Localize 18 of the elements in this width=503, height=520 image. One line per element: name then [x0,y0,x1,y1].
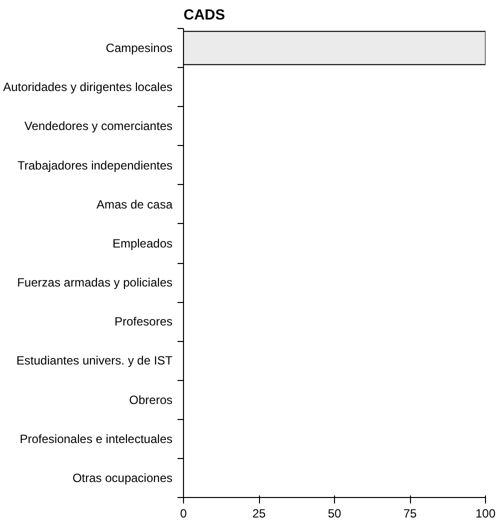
y-tick-label: Obreros [129,392,173,407]
y-tick-label: Campesinos [106,41,173,56]
chart-title: CADS [184,8,226,24]
x-tick-label: 75 [403,506,417,520]
y-tick-label: Estudiantes univers. y de IST [16,354,174,368]
y-tick-label: Trabajadores independientes [18,158,172,172]
x-tick-label: 100 [475,506,496,520]
y-tick-label: Vendedores y comerciantes [24,119,173,134]
x-tick-label: 0 [180,506,188,520]
y-tick-label: Profesores [114,314,173,329]
y-tick-label: Amas de casa [96,197,173,212]
y-tick-label: Empleados [112,236,173,250]
y-tick-label: Otras ocupaciones [72,470,173,485]
y-tick-label: Fuerzas armadas y policiales [17,276,173,290]
y-tick-label: Profesionales e intelectuales [20,432,173,446]
y-tick-label: Autoridades y dirigentes locales [3,80,173,94]
x-tick-label: 25 [252,506,266,520]
x-tick-label: 50 [328,506,342,520]
